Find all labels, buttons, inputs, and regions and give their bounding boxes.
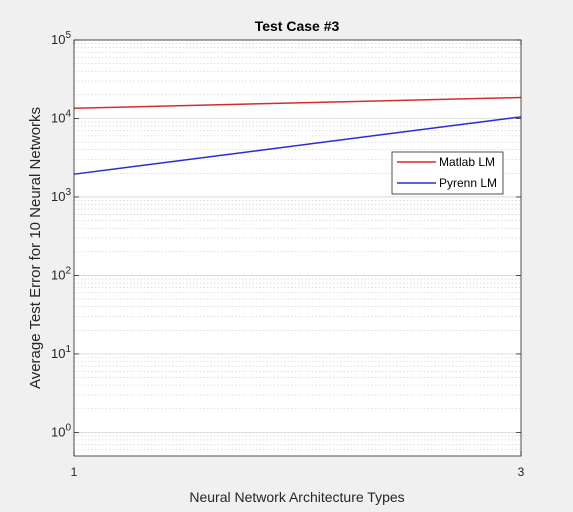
legend-label-pyrenn: Pyrenn LM <box>439 176 497 190</box>
y-tick-label: 104 <box>51 108 71 125</box>
y-tick-label: 103 <box>51 187 71 204</box>
y-tick-label: 102 <box>51 265 71 282</box>
y-tick-label: 101 <box>51 344 71 361</box>
x-tick-label: 3 <box>518 465 525 479</box>
x-tick-label: 1 <box>71 465 78 479</box>
series-line-pyrenn-lm <box>73 116 522 175</box>
grid <box>74 39 521 457</box>
y-axis-label: Average Test Error for 10 Neural Network… <box>27 107 44 389</box>
axes-box <box>73 39 522 457</box>
x-axis-label: Neural Network Architecture Types <box>189 489 404 505</box>
legend-box <box>391 151 504 195</box>
legend: Matlab LM Pyrenn LM <box>391 151 504 195</box>
y-tick-label: 100 <box>51 422 71 439</box>
plot-area <box>74 40 521 456</box>
series-line-matlab-lm <box>73 96 522 109</box>
legend-label-matlab: Matlab LM <box>439 155 495 169</box>
axis-ticks: 100 101 102 103 104 105 1 3 <box>51 30 525 479</box>
y-tick-label: 105 <box>51 30 71 47</box>
chart-title: Test Case #3 <box>255 18 340 34</box>
series-lines <box>73 96 522 175</box>
